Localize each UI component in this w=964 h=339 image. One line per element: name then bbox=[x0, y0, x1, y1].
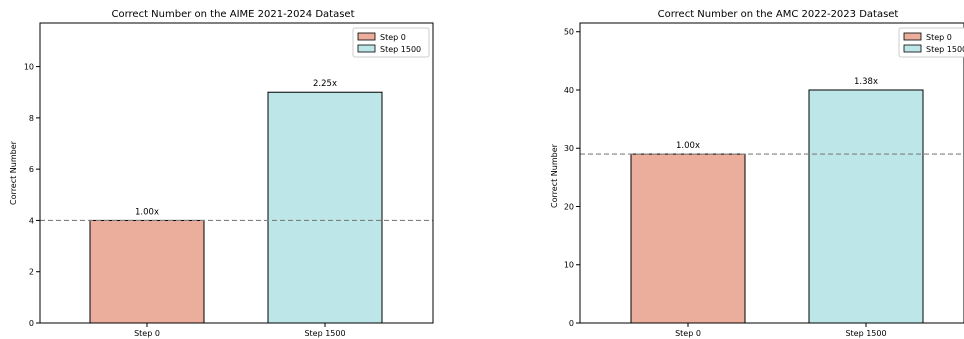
y-tick-label: 6 bbox=[29, 165, 34, 174]
y-tick-label: 2 bbox=[29, 268, 34, 277]
chart-aime: Correct Number on the AIME 2021-2024 Dat… bbox=[9, 9, 434, 338]
plot-frame bbox=[39, 22, 434, 324]
bar-value-label: 1.38x bbox=[854, 77, 878, 87]
x-tick-label: Step 0 bbox=[134, 329, 160, 338]
y-tick-label: 4 bbox=[29, 216, 34, 225]
legend-label: Step 0 bbox=[926, 33, 952, 42]
chart-title: Correct Number on the AIME 2021-2024 Dat… bbox=[111, 9, 354, 20]
chart-title: Correct Number on the AMC 2022-2023 Data… bbox=[658, 9, 899, 20]
bar-value-label: 2.25x bbox=[313, 79, 337, 89]
legend: Step 0 Step 1500 bbox=[352, 27, 430, 58]
chart-amc: Correct Number on the AMC 2022-2023 Data… bbox=[550, 9, 964, 338]
y-tick-label: 8 bbox=[29, 114, 34, 123]
x-tick-label: Step 1500 bbox=[304, 329, 345, 338]
y-tick-label: 0 bbox=[569, 319, 574, 328]
y-tick-label: 20 bbox=[564, 202, 574, 211]
y-tick-label: 0 bbox=[29, 319, 34, 328]
plot-frame bbox=[579, 22, 964, 324]
y-tick-label: 40 bbox=[564, 86, 574, 95]
legend-label: Step 0 bbox=[380, 33, 406, 42]
y-tick-label: 30 bbox=[564, 144, 574, 153]
y-axis-label: Correct Number bbox=[9, 140, 18, 205]
legend: Step 0 Step 1500 bbox=[898, 27, 964, 58]
legend-swatch bbox=[357, 44, 376, 53]
bar-value-label: 1.00x bbox=[135, 207, 159, 217]
y-tick-label: 50 bbox=[564, 28, 574, 37]
x-tick-label: Step 1500 bbox=[845, 329, 886, 338]
legend-label: Step 1500 bbox=[380, 45, 421, 54]
bar-step-0 bbox=[630, 153, 746, 324]
legend-swatch bbox=[903, 44, 922, 53]
y-axis-label: Correct Number bbox=[550, 143, 559, 208]
legend-swatch bbox=[903, 32, 922, 41]
legend-swatch bbox=[357, 32, 376, 41]
x-tick-label: Step 0 bbox=[675, 329, 701, 338]
y-tick-label: 10 bbox=[24, 63, 34, 72]
bar-step-0 bbox=[89, 219, 205, 324]
legend-label: Step 1500 bbox=[926, 45, 964, 54]
bar-value-label: 1.00x bbox=[676, 141, 700, 151]
y-tick-label: 10 bbox=[564, 261, 574, 270]
bar-step-1500 bbox=[267, 91, 383, 324]
bar-step-1500 bbox=[808, 89, 924, 324]
